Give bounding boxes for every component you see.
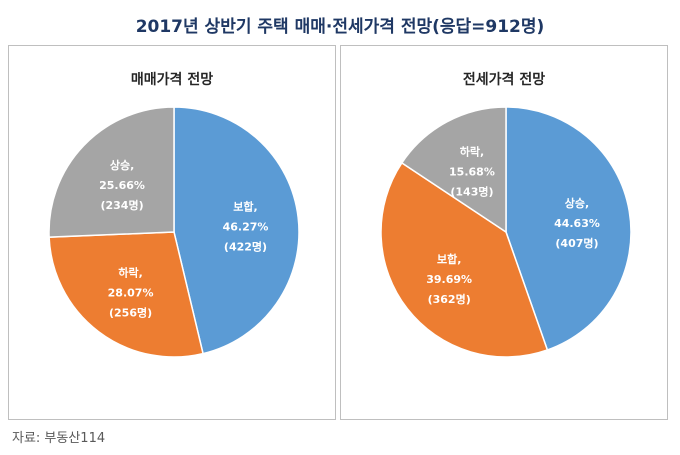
chart-title-sales: 매매가격 전망 [130,72,214,88]
slice-label-1-2: 하락, [460,145,484,159]
chart-panel-sales: 매매가격 전망 보합, 46.27% (422명) 하락, 28.07% (256명) 상승… [8,45,336,420]
chart-panel-jeonse: 전세가격 전망 상승, 44.63% (407명) 보합, 39.69% (362명) 하락… [340,45,668,420]
slice-count-1-1: (362명) [428,292,471,306]
slice-label-1-1: 보합, [437,252,461,266]
slice-percent-1-0: 44.63% [554,217,600,230]
chart-title-jeonse: 전세가격 전망 [462,72,546,88]
pie-slice-1-2 [400,106,507,234]
pie-slice-0-2 [48,106,175,238]
slice-percent-1-2: 15.68% [449,166,495,179]
slice-label-0-0: 보합, [233,200,257,214]
slice-count-1-0: (407명) [555,236,598,250]
pie-slice-1-0 [505,106,632,351]
slice-percent-0-1: 28.07% [108,286,154,299]
pie-slice-0-1 [48,231,204,358]
chart-main-title: 2017년 상반기 주택 매매·전세가격 전망(응답=912명) [135,17,545,37]
slice-label-0-1: 하락, [118,265,142,279]
slice-label-0-2: 상승, [110,158,134,172]
pie-slice-0-0 [173,106,300,355]
source-note: 자료: 부동산114 [12,431,106,446]
pie-chart-jeonse: 상승, 44.63% (407명) 보합, 39.69% (362명) 하락, 15.68% (… [380,106,632,358]
slice-percent-0-0: 46.27% [223,221,269,234]
pie-chart-sales: 보합, 46.27% (422명) 하락, 28.07% (256명) 상승, 25.66% (… [48,106,300,358]
pie-slice-1-1 [380,161,549,358]
slice-count-0-2: (234명) [100,198,143,212]
slice-count-0-1: (256명) [109,305,152,319]
slice-label-1-0: 상승, [565,196,589,210]
slice-percent-0-2: 25.66% [99,179,145,192]
slice-percent-1-1: 39.69% [426,273,472,286]
slice-count-0-0: (422명) [224,240,267,254]
slice-count-1-2: (143명) [450,185,493,199]
